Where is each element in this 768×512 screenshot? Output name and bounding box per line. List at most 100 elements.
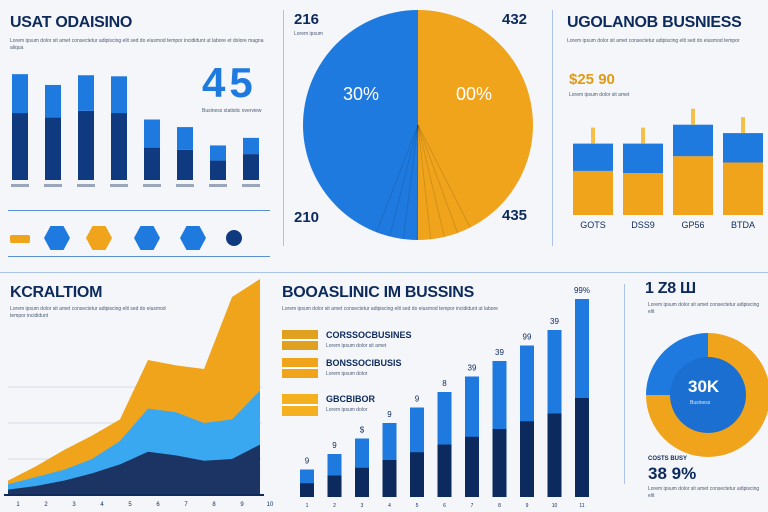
pie-fold	[416, 124, 419, 240]
stat-label: COSTS BUSY	[648, 456, 688, 462]
bar-dark	[210, 160, 226, 180]
pie-fold	[417, 124, 445, 238]
bar-label: DSS9	[631, 220, 655, 230]
bar-label	[242, 184, 260, 187]
bar-data-label: 9	[387, 410, 392, 419]
bar-light	[243, 137, 259, 155]
legend-sub: Lorem ipsum dolor sit amet	[326, 343, 387, 349]
donut-center	[670, 357, 746, 433]
pie-fold	[389, 124, 419, 237]
bar-data-label: 99%	[574, 286, 590, 295]
bar-orange	[723, 162, 763, 215]
bar-light	[111, 76, 127, 114]
bar-light	[210, 145, 226, 161]
value-caption: Lorem ipsum dolor sit amet	[569, 92, 630, 98]
panel-title: BOOASLINIC IM BUSSINS	[282, 284, 474, 301]
icon-row	[10, 226, 270, 250]
pie-fold	[376, 124, 419, 233]
bar-data-label: 9	[305, 457, 310, 466]
donut-center-value: 30K	[688, 377, 720, 396]
bar-data-label: 39	[495, 348, 504, 357]
big-number: 45	[202, 59, 257, 106]
divider	[0, 272, 768, 273]
bar-data-label: 9	[332, 441, 337, 450]
bar-light	[78, 75, 94, 111]
hexagon-icon	[44, 226, 70, 250]
stat-value: 38 9%	[648, 464, 697, 483]
bar-blue	[673, 124, 713, 157]
bar-label: GOTS	[580, 220, 606, 230]
bar-light	[177, 127, 193, 150]
x-tick: 1	[306, 503, 309, 509]
pie-corner-caption: Lorem ipsum	[294, 31, 323, 37]
legend-sub: Lorem ipsum dolor	[326, 371, 368, 377]
bar-dark	[78, 110, 94, 180]
bar-blue	[623, 143, 663, 173]
bar-dark	[177, 149, 193, 180]
bar-dark	[465, 436, 479, 497]
bar-data-label: 8	[442, 379, 447, 388]
x-tick: 9	[240, 502, 244, 508]
pie-fold	[417, 124, 459, 234]
bar-light	[45, 84, 61, 118]
bar-label	[77, 184, 95, 187]
big-number-caption: Business statistic overview	[202, 108, 262, 114]
coins-icon	[10, 235, 30, 243]
pie-fold	[417, 124, 471, 228]
bar-pin	[691, 108, 695, 125]
bar-data-label: 39	[550, 317, 559, 326]
x-tick: 2	[333, 503, 336, 509]
x-tick: 8	[212, 502, 216, 508]
panel-title: 1 Z8 Ш	[645, 280, 696, 297]
panel-caption: Lorem ipsum dolor sit amet consectetur a…	[648, 302, 760, 315]
panel-title: KCRALTIOM	[10, 284, 103, 301]
bar-data-label: 39	[468, 364, 477, 373]
pie-corner-bottom-left: 210	[294, 209, 320, 226]
pie-fold	[417, 124, 432, 240]
x-tick: 7	[184, 502, 188, 508]
pie-fold	[402, 124, 419, 240]
legend-label: BONSSOCIBUSIS	[326, 358, 402, 368]
stat-caption: Lorem ipsum dolor sit amet consectetur a…	[648, 486, 760, 499]
panel-caption: Lorem ipsum dolor sit amet consectetur a…	[282, 306, 498, 312]
x-tick: 11	[579, 503, 584, 509]
legend-swatch	[282, 358, 318, 378]
divider	[8, 210, 270, 211]
x-tick: 6	[443, 503, 446, 509]
bar-dark	[327, 475, 342, 497]
divider	[283, 10, 284, 246]
bar-dark	[12, 113, 28, 180]
pie-corner-top-right: 432	[502, 11, 528, 28]
pie-corner-top-left: 216	[294, 11, 320, 28]
x-tick: 9	[526, 503, 529, 509]
value-figure: $25 90	[569, 71, 615, 88]
x-tick: 4	[388, 503, 391, 509]
bar-dark	[355, 467, 369, 497]
bar-label: BTDA	[731, 220, 755, 230]
bar-label: GP56	[681, 220, 704, 230]
bar-orange	[673, 156, 713, 215]
bar-blue	[723, 133, 763, 163]
legend-swatch	[282, 394, 318, 416]
bar-dark	[547, 413, 562, 497]
panel-caption: Lorem ipsum dolor sit amet consectetur a…	[567, 38, 740, 44]
x-tick: 10	[267, 502, 274, 508]
bar-dark	[300, 483, 314, 497]
bar-dark	[243, 154, 259, 180]
bar-dark	[410, 452, 424, 497]
x-tick: 4	[100, 502, 104, 508]
bar-pin	[641, 127, 645, 144]
bar-dark	[575, 398, 589, 497]
panel-caption: Lorem ipsum dolor sit amet consectetur a…	[10, 38, 264, 51]
divider	[552, 10, 553, 246]
bar-dark	[437, 444, 452, 497]
legend-label: GBCBIBOR	[326, 394, 375, 404]
divider	[624, 284, 625, 484]
x-tick: 3	[72, 502, 76, 508]
bar-blue	[573, 143, 613, 171]
bar-data-label: 99	[523, 333, 532, 342]
donut-center-caption: Business	[690, 400, 711, 406]
bar-orange	[623, 173, 663, 215]
bar-label	[110, 184, 128, 187]
